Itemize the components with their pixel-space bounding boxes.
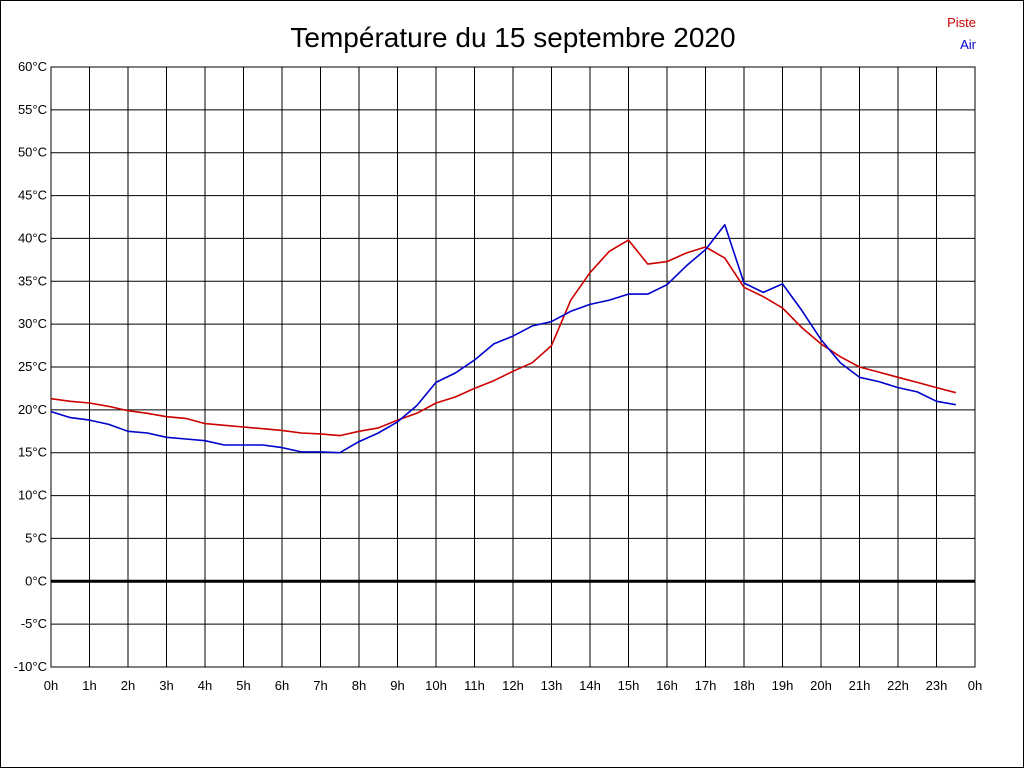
series-line-air xyxy=(50,223,956,454)
x-tick-label: 6h xyxy=(275,678,289,693)
series-line-piste xyxy=(50,239,957,437)
x-tick-label: 10h xyxy=(425,678,447,693)
x-tick-label: 11h xyxy=(464,678,485,693)
legend-entry-air: Air xyxy=(960,37,977,52)
x-tick-label: 3h xyxy=(159,678,173,693)
x-tick-label: 22h xyxy=(887,678,909,693)
y-tick-label: -10°C xyxy=(14,659,47,674)
y-tick-label: 60°C xyxy=(18,59,47,74)
y-tick-label: 0°C xyxy=(25,573,47,588)
y-tick-label: 30°C xyxy=(18,316,47,331)
x-tick-label: 0h xyxy=(968,678,982,693)
x-tick-label: 16h xyxy=(656,678,678,693)
x-tick-label: 4h xyxy=(198,678,212,693)
y-tick-label: 45°C xyxy=(18,188,47,203)
y-tick-label: 15°C xyxy=(18,445,47,460)
x-tick-label: 2h xyxy=(121,678,135,693)
x-tick-label: 0h xyxy=(44,678,58,693)
x-tick-label: 12h xyxy=(502,678,524,693)
x-tick-label: 1h xyxy=(82,678,96,693)
x-tick-label: 9h xyxy=(390,678,404,693)
x-tick-label: 20h xyxy=(810,678,832,693)
y-tick-label: 5°C xyxy=(25,530,47,545)
x-tick-label: 7h xyxy=(313,678,327,693)
y-tick-label: 55°C xyxy=(18,102,47,117)
y-tick-label: 35°C xyxy=(18,273,47,288)
x-tick-label: 15h xyxy=(618,678,640,693)
x-tick-label: 19h xyxy=(772,678,794,693)
legend-entry-piste: Piste xyxy=(947,15,976,30)
legend: Piste Air xyxy=(947,15,977,52)
x-tick-label: 18h xyxy=(733,678,755,693)
x-tick-label: 17h xyxy=(695,678,717,693)
y-tick-label: -5°C xyxy=(21,616,47,631)
y-tick-label: 20°C xyxy=(18,402,47,417)
series-layer xyxy=(50,223,957,454)
y-tick-label: 40°C xyxy=(18,230,47,245)
grid xyxy=(50,66,976,668)
x-tick-label: 5h xyxy=(236,678,250,693)
x-tick-label: 14h xyxy=(579,678,601,693)
x-tick-label: 23h xyxy=(926,678,948,693)
y-tick-label: 50°C xyxy=(18,145,47,160)
x-tick-label: 21h xyxy=(849,678,871,693)
y-axis-ticks: -10°C -5°C 0°C 5°C 10°C 15°C 20°C 25°C 30°C 35°C 4… xyxy=(14,59,47,674)
chart-title: Température du 15 septembre 2020 xyxy=(290,22,735,53)
x-axis-ticks: 0h 1h 2h 3h 4h 5h 6h 7h 8h 9h 10h 11h 12h 13h 14h 15h 16… xyxy=(44,678,982,693)
y-tick-label: 25°C xyxy=(18,359,47,374)
x-tick-label: 8h xyxy=(352,678,366,693)
y-tick-label: 10°C xyxy=(18,488,47,503)
x-tick-label: 13h xyxy=(541,678,563,693)
